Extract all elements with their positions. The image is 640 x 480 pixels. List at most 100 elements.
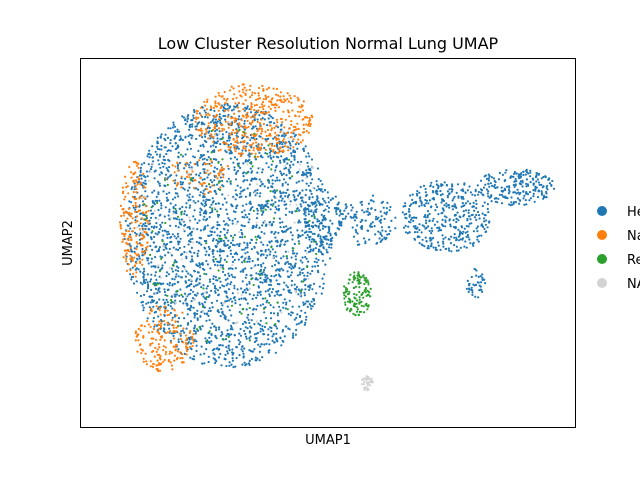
point-na — [234, 102, 237, 105]
point-he — [443, 204, 446, 207]
point-he — [473, 209, 476, 212]
point-re — [356, 308, 359, 311]
point-na — [274, 131, 277, 134]
point-na — [307, 124, 310, 127]
point-na — [151, 162, 154, 165]
point-he — [222, 285, 226, 288]
point-he — [212, 357, 215, 360]
point-he — [441, 207, 444, 210]
point-he — [212, 144, 215, 147]
point-na — [362, 386, 366, 389]
point-he — [303, 291, 306, 294]
point-he — [203, 168, 206, 171]
point-he — [324, 225, 327, 228]
point-he — [266, 202, 269, 205]
point-he — [461, 237, 465, 240]
point-na — [291, 109, 294, 112]
point-na — [267, 134, 271, 137]
point-he — [274, 211, 277, 214]
point-na — [259, 111, 262, 114]
point-he — [476, 210, 480, 214]
point-he — [270, 199, 273, 202]
point-re — [252, 209, 255, 212]
point-he — [294, 333, 297, 336]
point-na — [142, 360, 145, 363]
point-he — [218, 326, 221, 329]
point-he — [133, 195, 136, 198]
point-na — [156, 364, 159, 367]
point-na — [132, 272, 135, 275]
point-he — [321, 183, 324, 186]
point-he — [488, 196, 491, 199]
point-he — [178, 207, 181, 210]
point-na — [254, 152, 257, 155]
point-he — [227, 239, 230, 242]
point-na — [139, 329, 142, 332]
point-he — [191, 357, 194, 360]
point-he — [241, 233, 244, 236]
point-na — [128, 165, 131, 169]
point-he — [304, 321, 307, 324]
point-he — [443, 181, 446, 184]
point-he — [185, 214, 188, 217]
point-he — [238, 242, 241, 245]
point-he — [455, 206, 458, 209]
point-he — [226, 277, 229, 280]
point-he — [515, 192, 518, 195]
point-na — [293, 221, 296, 224]
point-he — [272, 312, 276, 315]
point-he — [438, 226, 441, 229]
point-re — [290, 175, 294, 178]
point-he — [267, 333, 270, 336]
point-na — [235, 136, 239, 139]
point-he — [468, 288, 471, 291]
point-he — [134, 219, 137, 222]
point-na — [290, 101, 293, 104]
point-re — [367, 293, 370, 296]
point-he — [203, 306, 206, 309]
point-he — [304, 145, 307, 148]
point-re — [356, 274, 359, 277]
point-na — [247, 115, 250, 118]
point-he — [252, 224, 255, 227]
point-he — [401, 211, 404, 214]
point-he — [279, 243, 282, 246]
point-na — [164, 346, 167, 349]
point-he — [172, 334, 175, 337]
legend-marker-he — [597, 206, 607, 216]
point-na — [258, 166, 262, 170]
point-he — [272, 254, 275, 257]
point-he — [350, 204, 353, 207]
point-he — [179, 180, 182, 184]
point-he — [221, 249, 224, 252]
point-he — [532, 195, 535, 198]
point-na — [250, 133, 253, 136]
point-he — [303, 294, 306, 297]
point-he — [537, 189, 541, 192]
point-he — [152, 320, 155, 323]
point-he — [311, 178, 314, 181]
point-na — [139, 222, 142, 225]
point-he — [283, 135, 286, 138]
point-re — [218, 277, 221, 280]
point-he — [245, 283, 248, 286]
point-he — [277, 273, 280, 276]
point-he — [260, 265, 263, 268]
point-he — [426, 214, 429, 217]
point-he — [211, 209, 214, 212]
point-na — [255, 103, 258, 106]
point-re — [347, 300, 350, 303]
point-he — [453, 203, 456, 206]
point-he — [215, 337, 218, 340]
point-he — [537, 172, 541, 175]
point-na — [294, 290, 297, 293]
point-he — [160, 282, 163, 285]
point-he — [326, 191, 329, 194]
point-he — [468, 282, 471, 285]
point-he — [233, 244, 236, 247]
point-he — [244, 326, 247, 329]
point-he — [157, 159, 160, 162]
point-na — [167, 359, 170, 362]
point-he — [213, 263, 217, 266]
point-he — [142, 181, 145, 184]
